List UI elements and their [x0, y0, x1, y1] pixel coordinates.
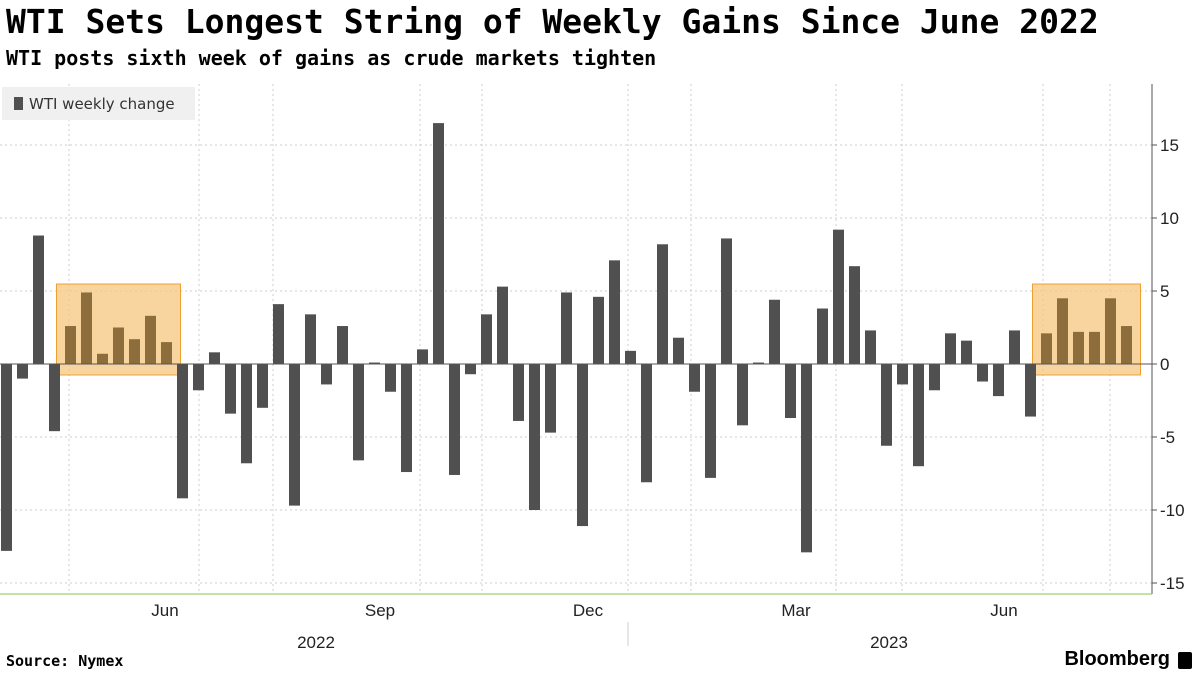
axes: [0, 84, 1153, 646]
bar: [529, 364, 540, 510]
y-axis-ticks: 15 10 5 0 -5 -10 -15: [1152, 136, 1185, 593]
x-year-label: 2023: [870, 633, 908, 652]
bar: [209, 352, 220, 364]
bar: [913, 364, 924, 467]
bar: [273, 304, 284, 364]
chart-title: WTI Sets Longest String of Weekly Gains …: [6, 2, 1099, 41]
bar: [785, 364, 796, 419]
bar: [865, 330, 876, 364]
bar: [801, 364, 812, 553]
y-tick-label: -15: [1160, 574, 1185, 593]
y-tick-label: 5: [1160, 282, 1169, 301]
bar: [417, 349, 428, 364]
x-month-label: Dec: [573, 601, 604, 620]
y-tick-label: 0: [1160, 355, 1169, 374]
bar: [689, 364, 700, 392]
brand-logo: Bloomberg: [1064, 648, 1170, 670]
bar: [737, 364, 748, 426]
bar: [705, 364, 716, 478]
bar: [65, 326, 76, 364]
bars: [1, 123, 1132, 553]
bar: [369, 362, 380, 364]
y-tick-label: -10: [1160, 501, 1185, 520]
bar: [289, 364, 300, 506]
bar: [385, 364, 396, 392]
bar: [817, 308, 828, 364]
bar: [1121, 326, 1132, 364]
bar: [993, 364, 1004, 397]
bar: [625, 350, 636, 364]
bar: [545, 364, 556, 433]
bar: [1089, 331, 1100, 364]
bar: [961, 340, 972, 364]
bar: [753, 362, 764, 364]
bar: [641, 364, 652, 483]
x-axis-ticks: Jun Sep Dec Mar Jun 2022 2023: [151, 601, 1017, 652]
bar: [81, 292, 92, 364]
bar: [945, 333, 956, 364]
bar: [513, 364, 524, 421]
bloomberg-icon: [1178, 652, 1192, 669]
bar: [609, 260, 620, 364]
bar: [1, 364, 12, 551]
bar: [257, 364, 268, 408]
bar: [145, 315, 156, 364]
bar: [1025, 364, 1036, 417]
bar: [193, 364, 204, 391]
bar: [897, 364, 908, 385]
bar: [225, 364, 236, 414]
bar: [833, 229, 844, 364]
source-note: Source: Nymex: [6, 652, 124, 670]
legend-swatch: [14, 97, 23, 110]
bar: [577, 364, 588, 527]
y-tick-label: 15: [1160, 136, 1179, 155]
bar: [1057, 298, 1068, 364]
bar: [929, 364, 940, 391]
bar: [17, 364, 28, 379]
chart-subtitle: WTI posts sixth week of gains as crude m…: [6, 46, 657, 70]
bar: [1105, 298, 1116, 364]
bar: [465, 364, 476, 375]
x-year-label: 2022: [297, 633, 335, 652]
y-tick-label: -5: [1160, 428, 1175, 447]
bar: [321, 364, 332, 385]
bar: [849, 266, 860, 364]
x-month-label: Jun: [990, 601, 1017, 620]
bar: [881, 364, 892, 446]
bar: [433, 123, 444, 364]
bar: [353, 364, 364, 461]
bar: [241, 364, 252, 464]
bar: [177, 364, 188, 499]
bar: [305, 314, 316, 364]
legend-label: WTI weekly change: [29, 94, 175, 113]
bar: [33, 235, 44, 364]
bar: [1073, 331, 1084, 364]
bar: [1041, 333, 1052, 364]
x-month-label: Sep: [365, 601, 395, 620]
bar: [337, 326, 348, 364]
bar: [129, 339, 140, 364]
bar: [657, 244, 668, 364]
bar: [113, 327, 124, 364]
bar: [401, 364, 412, 473]
y-tick-label: 10: [1160, 209, 1179, 228]
bar: [449, 364, 460, 475]
bar: [721, 238, 732, 364]
legend: WTI weekly change: [2, 87, 195, 120]
bar: [977, 364, 988, 382]
x-month-label: Jun: [151, 601, 178, 620]
bar: [769, 299, 780, 364]
bar: [497, 286, 508, 364]
bar: [1009, 330, 1020, 364]
bar: [673, 337, 684, 364]
bar: [593, 296, 604, 364]
bar: [561, 292, 572, 364]
bar: [49, 364, 60, 432]
bar: [481, 314, 492, 364]
x-month-label: Mar: [781, 601, 811, 620]
bar: [97, 353, 108, 364]
bar: [161, 342, 172, 364]
